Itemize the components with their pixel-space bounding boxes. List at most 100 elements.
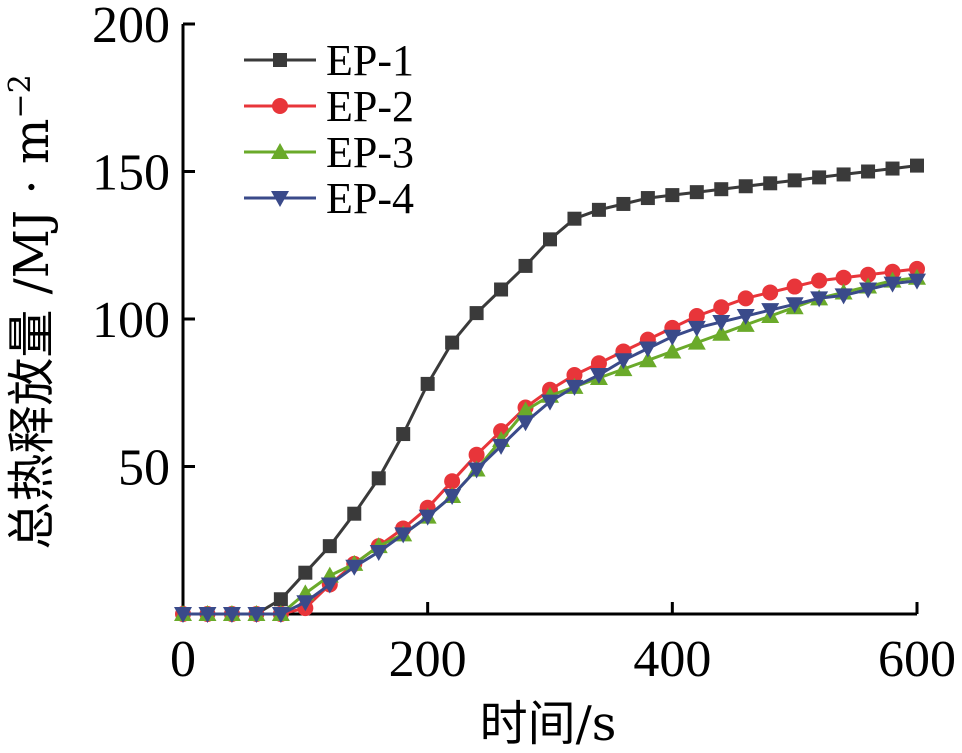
legend-label: EP-1 — [326, 36, 414, 85]
data-point — [516, 401, 535, 418]
data-point — [614, 353, 633, 370]
data-point — [591, 202, 606, 217]
data-point — [712, 324, 731, 341]
data-point — [810, 291, 829, 308]
data-point — [859, 282, 878, 299]
data-point — [198, 607, 217, 623]
series-ep-2 — [175, 260, 925, 622]
data-point — [787, 173, 802, 188]
data-point — [567, 211, 582, 226]
data-point — [737, 290, 754, 307]
data-point — [687, 320, 706, 337]
y-tick-label: 100 — [92, 292, 170, 349]
data-point — [762, 284, 779, 301]
data-point — [247, 607, 266, 623]
data-point — [296, 595, 315, 612]
series-line — [183, 276, 918, 616]
y-tick-label: 150 — [92, 145, 170, 202]
data-point — [712, 314, 731, 331]
data-point — [640, 191, 655, 206]
y-axis-label: 总热释放量 /MJ · m−2 — [3, 74, 60, 549]
data-point — [443, 489, 462, 505]
data-point — [322, 539, 337, 554]
data-point — [566, 367, 583, 384]
x-axis-ticks: 0 200 400 600 — [170, 602, 956, 688]
data-point — [468, 446, 485, 463]
y-axis-label-exponent: −2 — [3, 74, 38, 118]
data-point — [298, 565, 313, 580]
data-point — [689, 185, 704, 200]
data-point — [420, 376, 435, 391]
legend-marker — [271, 191, 289, 207]
legend-item: EP-4 — [244, 174, 414, 223]
series-line — [183, 279, 918, 616]
data-point — [688, 308, 705, 325]
y-tick-label: 50 — [118, 440, 170, 497]
legend-label: EP-3 — [326, 128, 414, 177]
data-point — [320, 577, 339, 594]
x-axis-label: 时间/s — [480, 696, 617, 752]
legend-item: EP-2 — [244, 82, 414, 131]
data-point — [885, 161, 900, 176]
series-ep-4 — [174, 273, 926, 623]
data-point — [663, 329, 682, 346]
data-point — [543, 232, 557, 247]
legend-marker — [272, 98, 288, 114]
data-point — [714, 182, 729, 197]
data-point — [492, 438, 511, 455]
data-point — [394, 527, 413, 544]
legend: EP-1EP-2EP-3EP-4 — [244, 36, 414, 223]
data-point — [638, 341, 657, 358]
data-point — [861, 164, 876, 179]
series-layer — [174, 158, 926, 623]
y-axis-ticks: 50 100 150 200 — [92, 0, 195, 497]
data-point — [541, 394, 559, 411]
x-tick-label: 600 — [878, 631, 956, 688]
data-point — [418, 509, 437, 526]
data-point — [396, 427, 411, 442]
data-point — [835, 269, 852, 286]
x-tick-label: 400 — [633, 631, 711, 688]
data-point — [713, 299, 730, 316]
data-point — [347, 506, 362, 521]
y-tick-label: 200 — [92, 0, 170, 54]
data-point — [369, 545, 388, 562]
series-ep-3 — [174, 268, 926, 621]
legend-label: EP-4 — [326, 174, 414, 223]
data-point — [908, 273, 926, 290]
data-point — [736, 309, 755, 326]
legend-label: EP-2 — [326, 82, 414, 131]
data-point — [811, 272, 828, 289]
legend-marker — [273, 53, 287, 67]
data-point — [273, 592, 288, 607]
series-line — [183, 267, 918, 616]
y-axis-label-text: 总热释放量 /MJ · m — [4, 119, 60, 550]
data-point — [467, 462, 486, 479]
data-point — [763, 176, 778, 191]
data-point — [883, 276, 902, 293]
data-point — [174, 607, 192, 623]
data-point — [445, 335, 460, 350]
legend-item: EP-3 — [244, 128, 414, 177]
data-point — [738, 179, 753, 194]
data-point — [812, 170, 827, 185]
data-point — [616, 196, 631, 211]
data-point — [589, 368, 608, 385]
x-tick-label: 200 — [389, 631, 467, 688]
data-point — [860, 266, 877, 283]
data-point — [663, 342, 682, 359]
legend-item: EP-1 — [244, 36, 414, 85]
data-point — [271, 607, 290, 623]
data-point — [565, 379, 584, 396]
legend-marker — [271, 143, 289, 159]
data-point — [222, 607, 241, 623]
data-point — [638, 351, 657, 368]
data-point — [834, 288, 853, 305]
data-point — [761, 303, 780, 320]
data-point — [469, 306, 484, 321]
data-point — [836, 167, 851, 182]
data-point — [494, 282, 509, 297]
data-point — [518, 258, 533, 273]
data-point — [516, 415, 535, 432]
